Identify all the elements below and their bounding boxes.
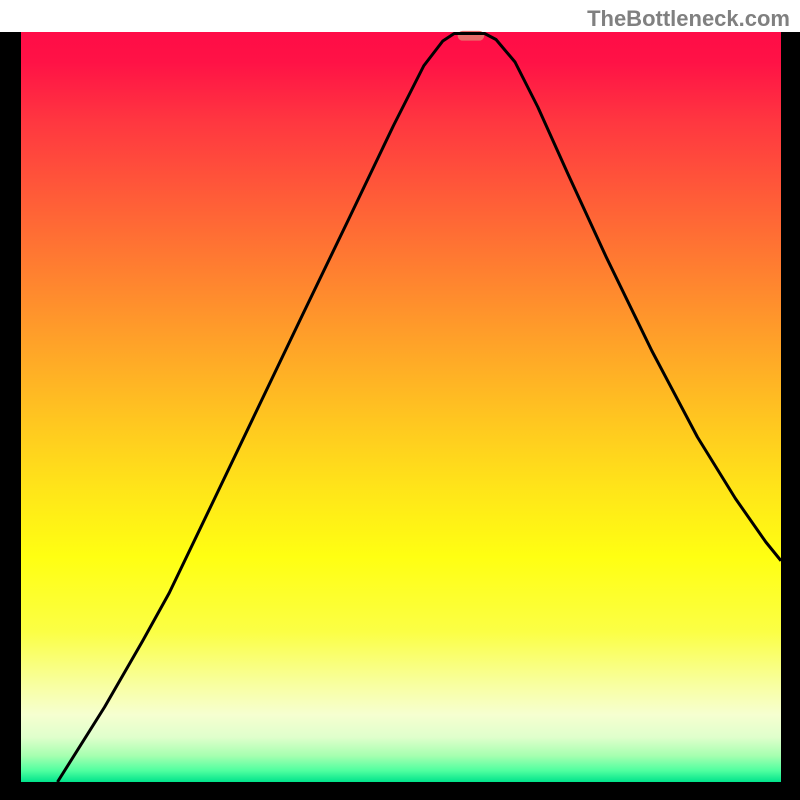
gradient-background	[21, 32, 781, 782]
watermark-label: TheBottleneck.com	[587, 6, 790, 32]
border-right	[781, 32, 800, 800]
bottleneck-chart: TheBottleneck.com	[0, 0, 800, 800]
border-bottom	[0, 782, 800, 800]
chart-svg	[0, 0, 800, 800]
border-left	[0, 32, 21, 800]
